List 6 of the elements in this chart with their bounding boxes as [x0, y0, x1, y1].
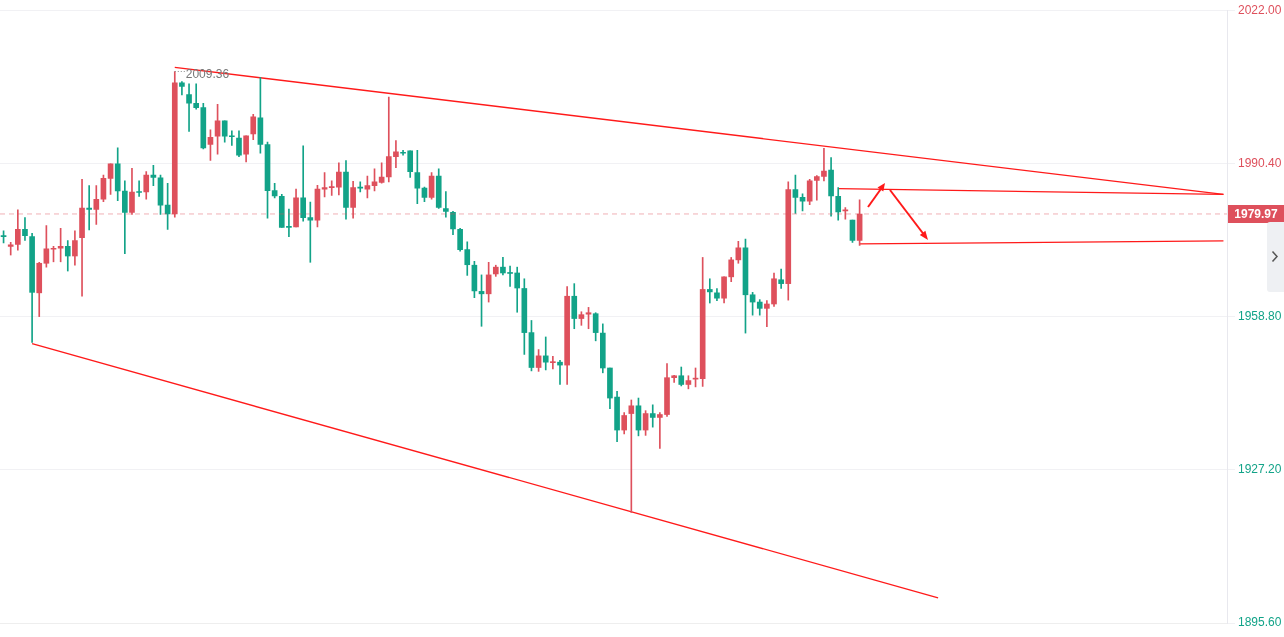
y-tick-label: 2022.00 [1238, 2, 1282, 17]
y-tick-label: 1990.40 [1238, 155, 1282, 170]
ref-line-label: 1979.97 [1234, 207, 1279, 222]
y-tick-label: 1895.60 [1238, 615, 1282, 630]
y-tick-label: 1958.80 [1238, 308, 1282, 323]
y-tick-label: 1927.20 [1238, 462, 1282, 477]
